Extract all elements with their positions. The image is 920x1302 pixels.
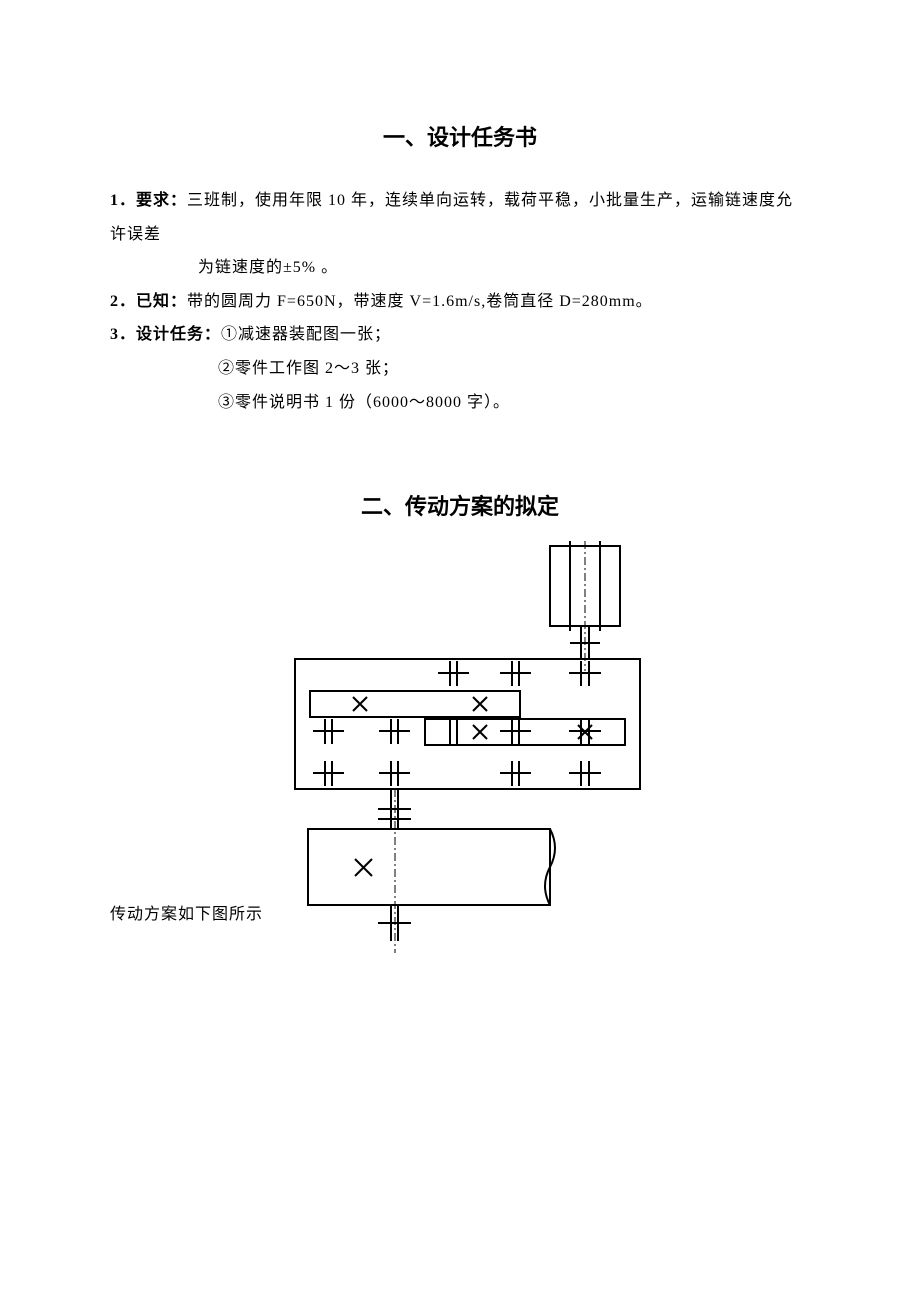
diagram-caption: 传动方案如下图所示: [110, 900, 263, 924]
item-1-line-2: 为链速度的±5% 。: [110, 251, 810, 285]
item-3-label: 设计任务：: [136, 326, 221, 343]
transmission-diagram: [260, 541, 660, 953]
item-2-line: 2．已知：带的圆周力 F=650N，带速度 V=1.6m/s,卷筒直径 D=28…: [110, 285, 810, 319]
item-2-label: 已知：: [136, 293, 187, 310]
item-1-label: 要求：: [136, 192, 187, 209]
item-3-line-1: 3．设计任务：①减速器装配图一张；: [110, 318, 810, 352]
item-1-line-1: 1．要求：三班制，使用年限 10 年，连续单向运转，载荷平稳，小批量生产，运输链…: [110, 184, 810, 251]
item-3-task-3: ③零件说明书 1 份（6000～8000 字）。: [110, 386, 810, 420]
item-2-text: 带的圆周力 F=650N，带速度 V=1.6m/s,卷筒直径 D=280mm。: [187, 293, 653, 310]
item-1-num: 1．: [110, 192, 136, 209]
item-3-task-2: ②零件工作图 2～3 张；: [110, 352, 810, 386]
item-1-text-1: 三班制，使用年限 10 年，连续单向运转，载荷平稳，小批量生产，运输链速度允许误…: [110, 192, 793, 243]
item-2-num: 2．: [110, 293, 136, 310]
section-1-heading: 一、设计任务书: [110, 120, 810, 152]
section-2-heading: 二、传动方案的拟定: [110, 489, 810, 521]
item-3-task-1: ①减速器装配图一张；: [221, 326, 391, 343]
item-3-num: 3．: [110, 326, 136, 343]
